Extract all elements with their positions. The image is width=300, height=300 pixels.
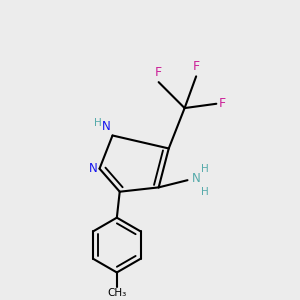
Text: N: N	[192, 172, 201, 185]
Text: N: N	[102, 120, 111, 133]
Text: F: F	[193, 61, 200, 74]
Text: F: F	[219, 97, 226, 110]
Text: H: H	[201, 187, 209, 196]
Text: CH₃: CH₃	[107, 288, 127, 298]
Text: N: N	[88, 162, 97, 175]
Text: H: H	[201, 164, 209, 174]
Text: F: F	[155, 66, 162, 79]
Text: H: H	[94, 118, 102, 128]
